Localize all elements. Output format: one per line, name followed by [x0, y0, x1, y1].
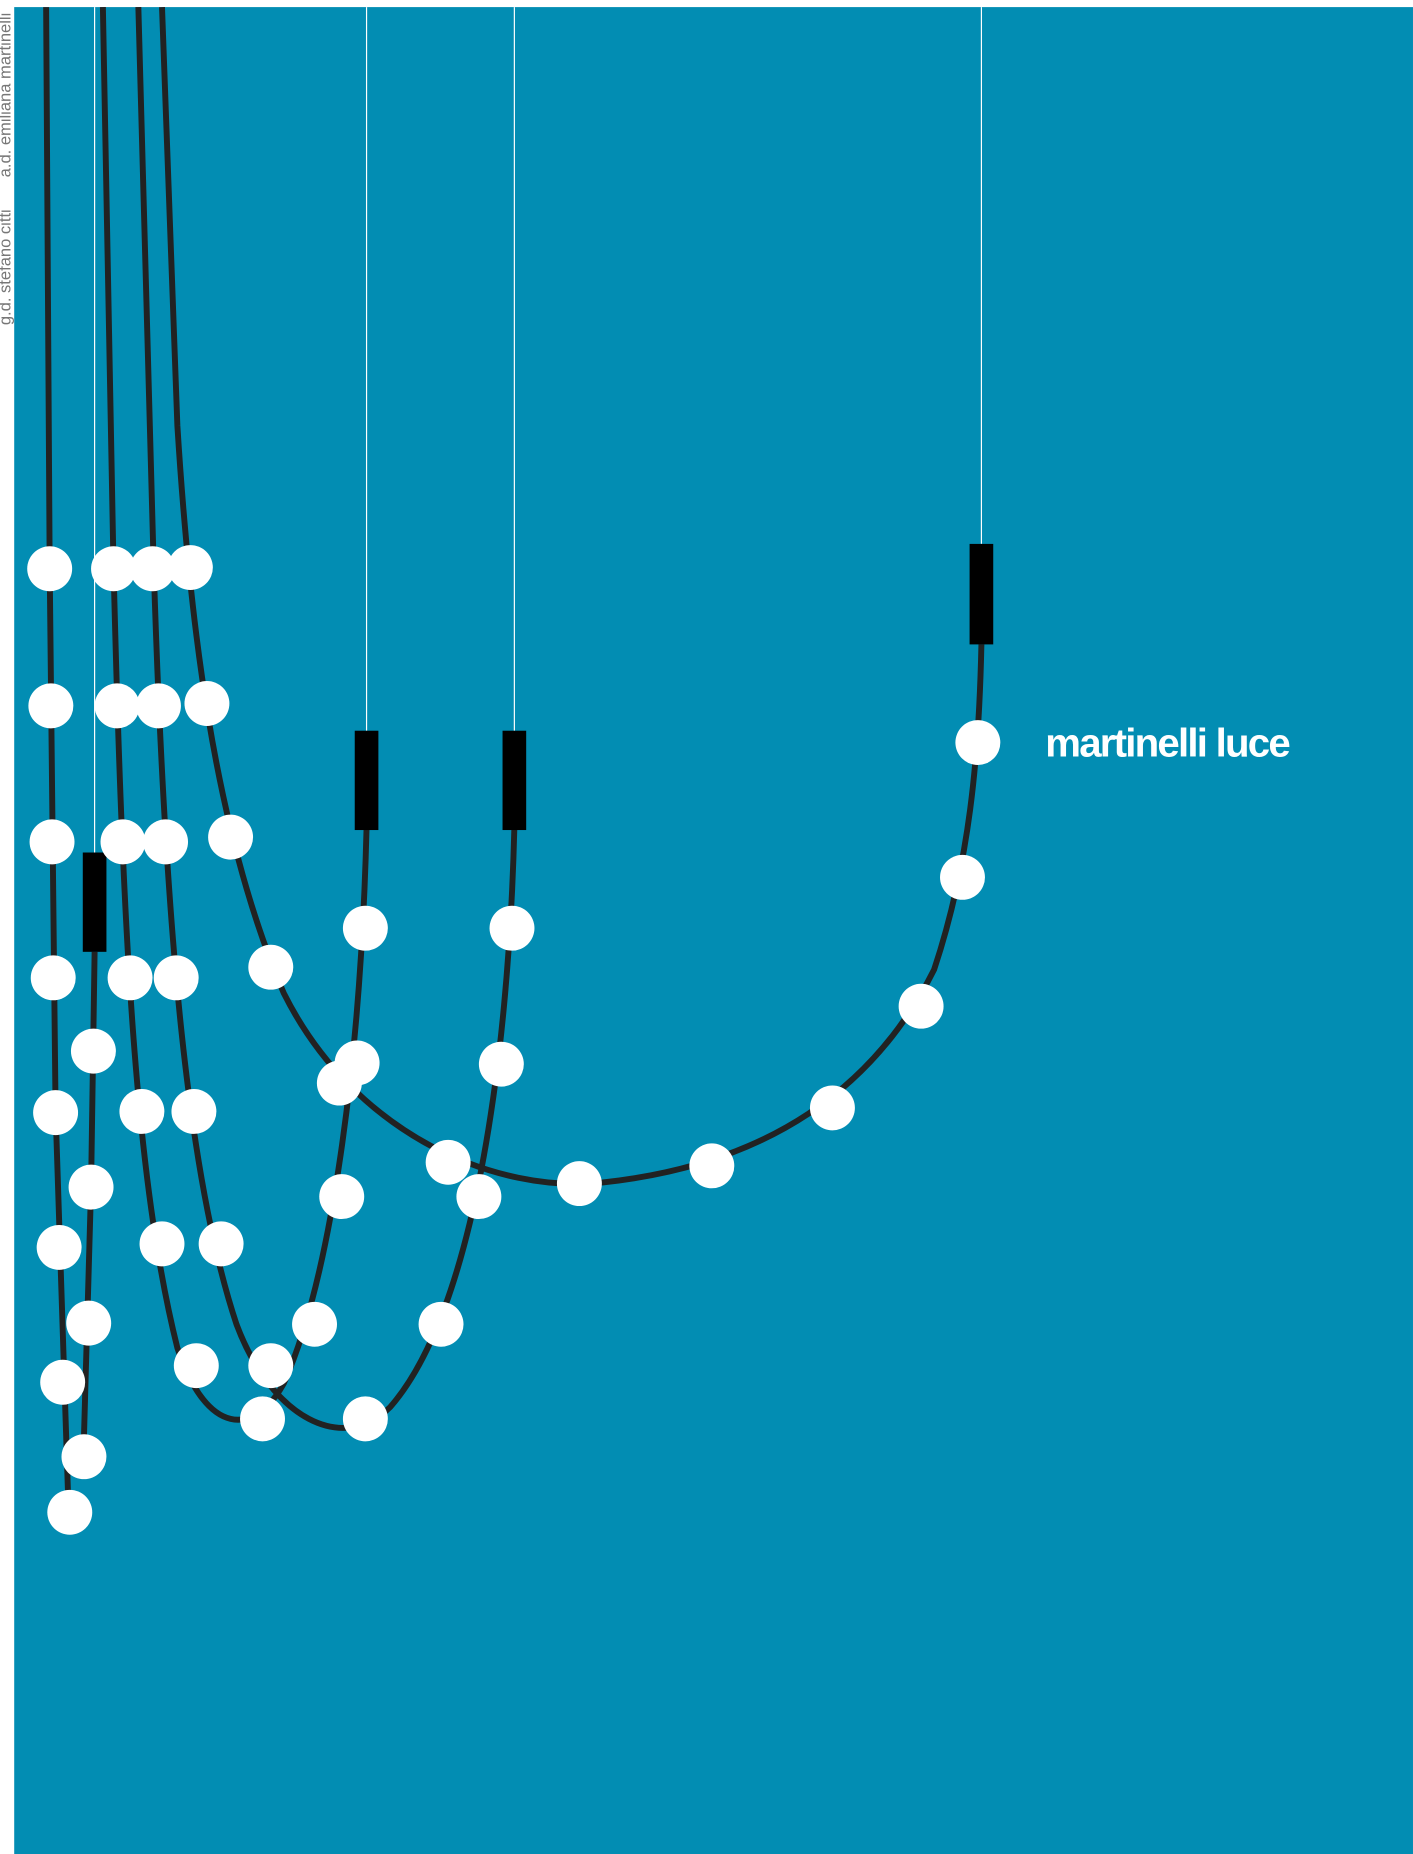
bulb	[70, 1028, 116, 1074]
bulb	[130, 546, 176, 592]
bulb	[248, 1343, 294, 1389]
bulb	[30, 955, 76, 1001]
bulb	[809, 1085, 855, 1131]
bulb	[100, 819, 146, 865]
bulb	[198, 1221, 244, 1267]
fixture	[82, 852, 107, 952]
fixture	[502, 730, 527, 831]
bulb	[456, 1174, 502, 1220]
bulb	[139, 1221, 185, 1267]
credit: a.d. emiliana martinelli	[0, 13, 15, 178]
brand: martinelli luce	[1045, 721, 1289, 766]
bulb	[135, 683, 181, 729]
bulb	[898, 983, 944, 1029]
cord	[99, 7, 370, 1423]
bulb	[27, 546, 73, 592]
bulb	[40, 1359, 86, 1405]
fixture	[354, 730, 379, 831]
bulb	[689, 1143, 735, 1189]
bulb	[425, 1139, 471, 1185]
bulb	[119, 1088, 165, 1134]
bulb	[184, 681, 230, 726]
bulb	[316, 1060, 362, 1106]
bulb	[94, 683, 140, 729]
bulb	[68, 1164, 114, 1210]
bulb	[47, 1489, 93, 1535]
bulb	[171, 1088, 217, 1134]
bulb	[61, 1434, 107, 1480]
bulb	[342, 1396, 388, 1442]
bulb	[292, 1301, 338, 1347]
background	[14, 7, 1413, 1854]
bulb	[418, 1301, 464, 1347]
bulb	[66, 1300, 112, 1346]
bulb	[955, 720, 1001, 766]
bulb	[240, 1396, 285, 1442]
fixture	[969, 543, 994, 645]
bulb	[208, 814, 254, 860]
bulb	[556, 1161, 602, 1207]
credit: g.d. stefano citti	[0, 209, 15, 325]
bulbs	[27, 545, 1001, 1535]
bulb	[319, 1174, 365, 1220]
bulb	[36, 1224, 82, 1270]
bulb	[940, 854, 985, 900]
bulb	[342, 905, 388, 951]
bulb	[107, 955, 153, 1001]
bulb	[28, 683, 74, 729]
credits: g.d. stefano citti a.d. emiliana martine…	[0, 13, 15, 325]
bulb	[167, 545, 213, 591]
fixtures	[82, 543, 994, 952]
bulb	[29, 819, 75, 865]
bulb	[478, 1041, 524, 1087]
cord	[135, 7, 518, 1431]
bulb	[489, 905, 535, 951]
bulb	[143, 819, 189, 865]
bulb	[33, 1090, 79, 1136]
bulb	[91, 546, 136, 592]
bulb	[153, 955, 199, 1001]
bulb	[248, 944, 294, 990]
wires	[94, 7, 982, 853]
bulb	[173, 1343, 219, 1389]
